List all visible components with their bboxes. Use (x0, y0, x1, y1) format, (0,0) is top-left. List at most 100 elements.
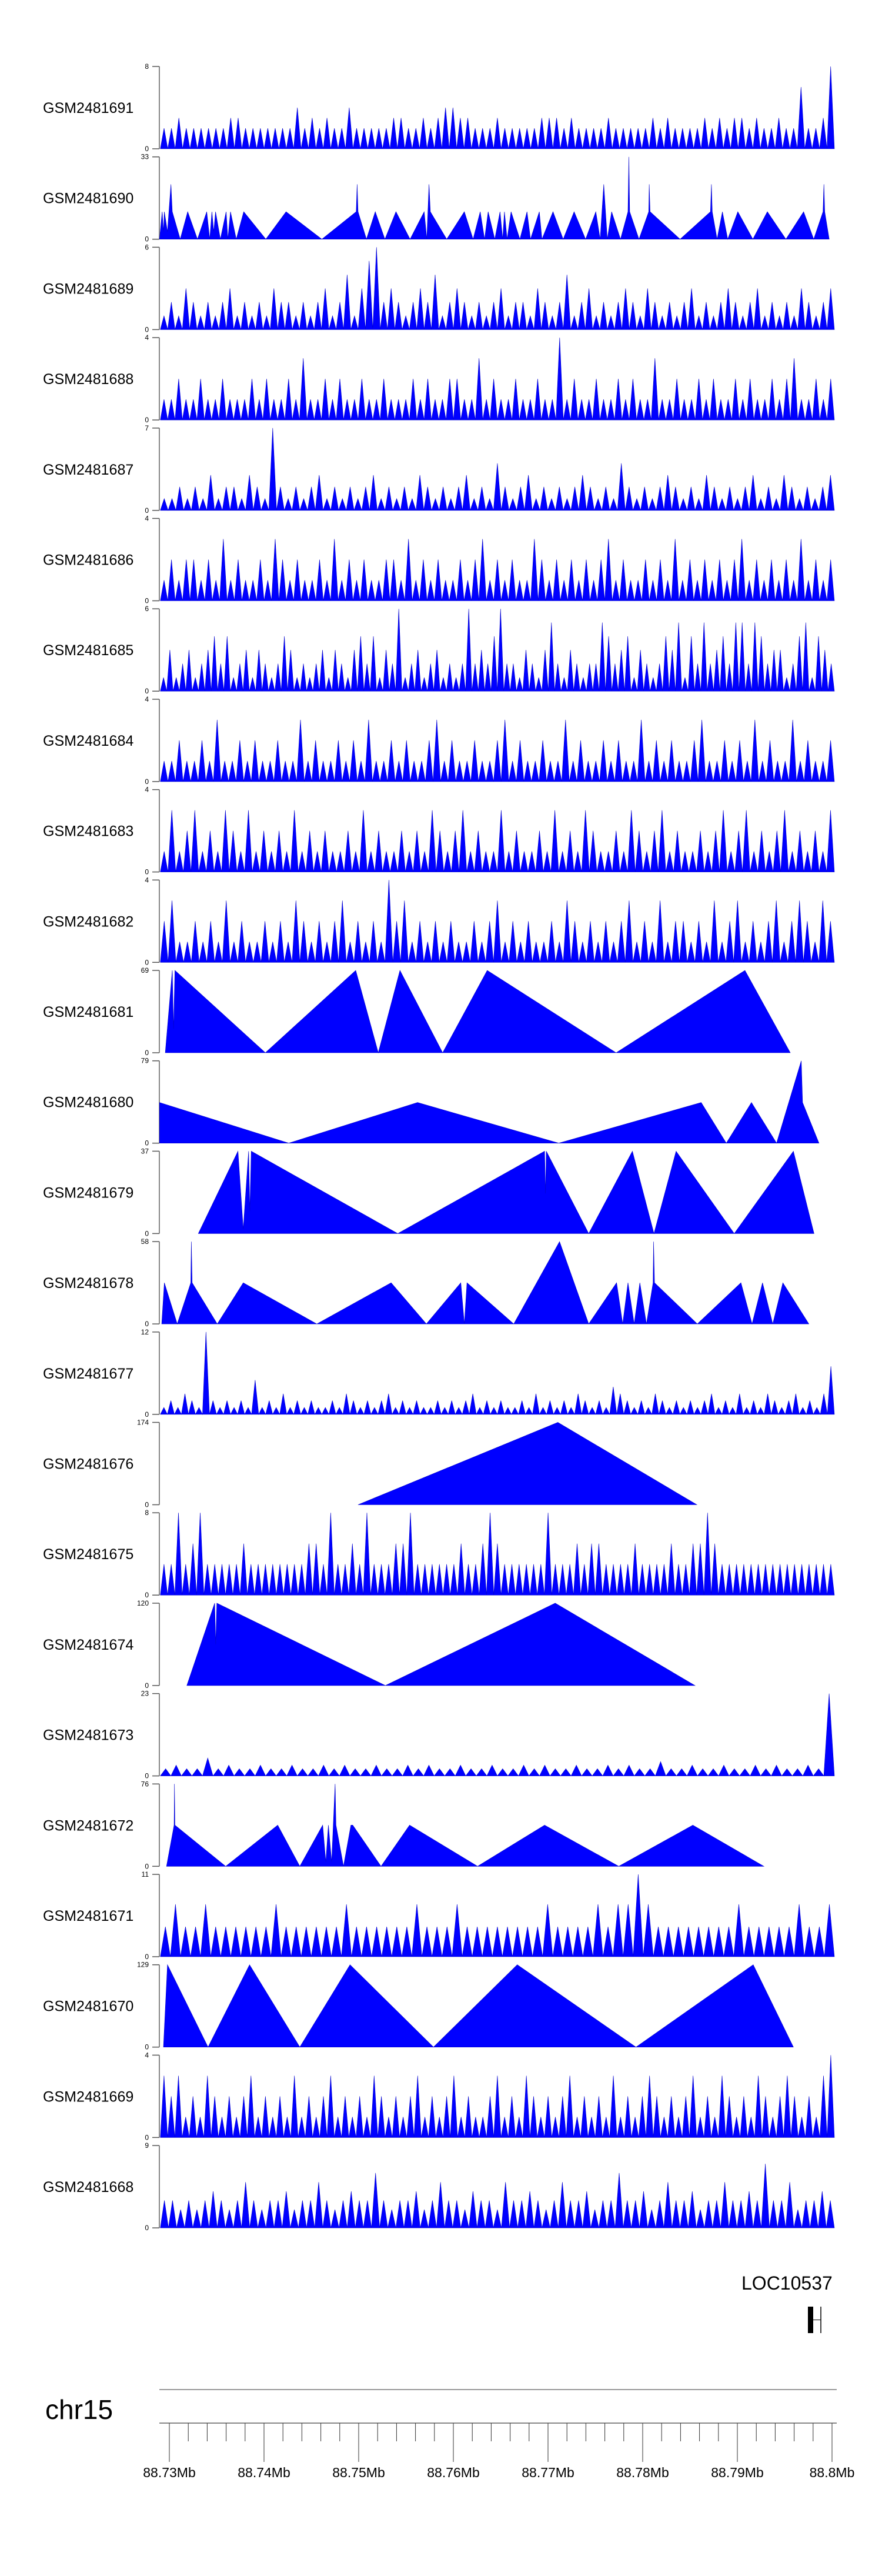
coverage-area (165, 970, 791, 1054)
track-GSM2481674: GSM2481674 120 0 (43, 1599, 696, 1690)
coverage-area (160, 1332, 835, 1415)
y-max-label: 4 (145, 695, 149, 703)
coverage-area (159, 156, 830, 240)
coverage-area (160, 66, 835, 149)
track-label: GSM2481686 (43, 552, 133, 569)
coverage-area (160, 1513, 835, 1596)
track-GSM2481678: GSM2481678 58 0 (43, 1237, 810, 1328)
coverage-tracks: GSM248169180GSM2481690330GSM248168960GSM… (43, 62, 835, 2232)
coverage-area (160, 609, 835, 692)
coverage-area (166, 1784, 765, 1867)
coverage-area (160, 539, 835, 601)
track-label: GSM2481669 (43, 2088, 133, 2105)
track-GSM2481682: GSM2481682 4 0 (43, 876, 835, 966)
y-min-label: 0 (145, 2133, 149, 2141)
y-min-label: 0 (145, 1681, 149, 1690)
track-GSM2481686: GSM2481686 4 0 (43, 515, 835, 605)
x-tick-label: 88.78Mb (616, 2465, 669, 2480)
track-GSM2481690: GSM2481690 33 0 (43, 153, 830, 243)
gene-annotation-track: LOC10537 (741, 2273, 833, 2333)
coverage-area (163, 1964, 794, 2048)
track-label: GSM2481674 (43, 1637, 133, 1653)
y-max-label: 120 (137, 1599, 149, 1607)
y-min-label: 0 (145, 778, 149, 786)
y-max-label: 8 (145, 1509, 149, 1517)
gene-label: LOC10537 (741, 2273, 833, 2294)
x-tick-label: 88.79Mb (711, 2465, 764, 2480)
x-tick-label: 88.74Mb (238, 2465, 290, 2480)
y-min-label: 0 (145, 868, 149, 876)
track-GSM2481680: GSM2481680 79 0 (43, 1057, 820, 1147)
track-label: GSM2481681 (43, 1004, 133, 1020)
track-label: GSM2481672 (43, 1817, 133, 1834)
y-max-label: 4 (145, 876, 149, 884)
y-min-label: 0 (145, 1862, 149, 1870)
track-GSM2481679: GSM2481679 37 0 (43, 1147, 814, 1237)
track-GSM2481669: GSM2481669 4 0 (43, 2051, 835, 2141)
y-min-label: 0 (145, 145, 149, 153)
y-min-label: 0 (145, 1591, 149, 1599)
y-max-label: 129 (137, 1961, 149, 1969)
track-label: GSM2481677 (43, 1366, 133, 1382)
track-GSM2481671: GSM2481671 11 0 (43, 1870, 835, 1961)
coverage-area (160, 719, 835, 782)
track-GSM2481683: GSM2481683 4 0 (43, 786, 835, 876)
y-max-label: 33 (141, 153, 149, 161)
y-min-label: 0 (145, 325, 149, 333)
y-max-label: 6 (145, 605, 149, 613)
y-min-label: 0 (145, 1229, 149, 1237)
track-GSM2481681: GSM2481681 69 0 (43, 966, 791, 1057)
y-max-label: 58 (141, 1237, 149, 1246)
track-label: GSM2481682 (43, 913, 133, 930)
coverage-area (160, 2055, 835, 2138)
y-min-label: 0 (145, 1049, 149, 1057)
track-label: GSM2481676 (43, 1456, 133, 1473)
track-GSM2481684: GSM2481684 4 0 (43, 695, 835, 786)
track-GSM2481670: GSM2481670 129 0 (43, 1961, 794, 2051)
track-label: GSM2481675 (43, 1546, 133, 1563)
y-min-label: 0 (145, 1953, 149, 1961)
x-tick-label: 88.75Mb (332, 2465, 385, 2480)
track-label: GSM2481670 (43, 1998, 133, 2015)
chromosome-label: chr15 (45, 2394, 113, 2425)
coverage-area (198, 1150, 814, 1234)
coverage-area (159, 1060, 820, 1144)
track-label: GSM2481671 (43, 1908, 133, 1924)
x-tick-label: 88.73Mb (143, 2465, 196, 2480)
genome-axis: chr15 88.73Mb 88.74Mb 88.75Mb 88.76Mb 88.77M… (45, 2389, 854, 2480)
y-max-label: 4 (145, 786, 149, 794)
coverage-area (160, 338, 835, 421)
track-GSM2481672: GSM2481672 76 0 (43, 1780, 765, 1870)
y-max-label: 4 (145, 515, 149, 523)
y-max-label: 4 (145, 333, 149, 342)
track-label: GSM2481668 (43, 2179, 133, 2195)
track-label: GSM2481684 (43, 733, 133, 749)
coverage-area (160, 880, 835, 963)
y-max-label: 12 (141, 1328, 149, 1336)
track-GSM2481687: GSM2481687 7 0 (43, 424, 835, 515)
coverage-area (161, 1241, 810, 1325)
y-max-label: 23 (141, 1690, 149, 1698)
track-label: GSM2481679 (43, 1184, 133, 1201)
track-label: GSM2481685 (43, 642, 133, 659)
y-max-label: 76 (141, 1780, 149, 1788)
gene-model-glyph (808, 2307, 821, 2333)
coverage-area (160, 2164, 835, 2228)
coverage-area (160, 1874, 835, 1957)
track-GSM2481688: GSM2481688 4 0 (43, 333, 835, 424)
coverage-area (160, 428, 835, 511)
y-min-label: 0 (145, 597, 149, 605)
y-min-label: 0 (145, 1501, 149, 1509)
coverage-area (358, 1422, 698, 1505)
track-GSM2481689: GSM2481689 6 0 (43, 243, 835, 333)
y-max-label: 69 (141, 966, 149, 975)
y-max-label: 79 (141, 1057, 149, 1065)
track-label: GSM2481673 (43, 1727, 133, 1744)
track-GSM2481677: GSM2481677 12 0 (43, 1328, 835, 1419)
coverage-area (160, 1693, 835, 1777)
y-min-label: 0 (145, 506, 149, 515)
x-tick-label: 88.77Mb (522, 2465, 574, 2480)
y-max-label: 174 (137, 1419, 149, 1427)
track-label: GSM2481680 (43, 1095, 133, 1111)
